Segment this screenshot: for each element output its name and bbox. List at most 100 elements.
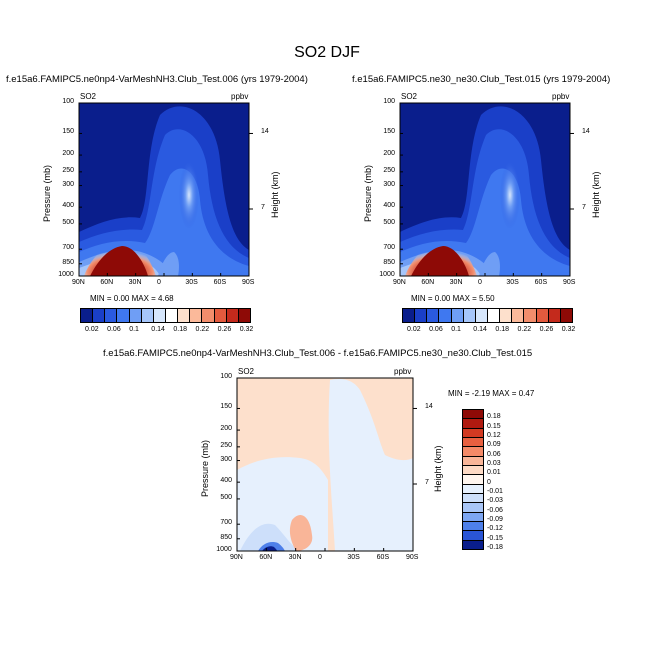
- x-tick-label: 0: [478, 279, 482, 286]
- x-tick-label: 60N: [259, 554, 273, 561]
- diff-colorbar-label: -0.18: [487, 544, 503, 551]
- y-tick-label: 850: [62, 258, 75, 266]
- panel1-heatmap: [79, 103, 249, 276]
- y-tick-label: 100: [220, 373, 233, 380]
- diff-colorbar-label: -0.01: [487, 488, 503, 495]
- y-tick-label: 1000: [379, 271, 395, 278]
- axes-layer: [78, 102, 574, 552]
- y-tick-label: 850: [220, 533, 233, 541]
- x-tick-label: 90S: [563, 279, 576, 286]
- y2-tick-label: 7: [425, 479, 429, 486]
- diff-title: f.e15a6.FAMIPC5.ne0np4-VarMeshNH3.Club_T…: [103, 348, 533, 359]
- y-tick-label: 100: [62, 98, 75, 105]
- y-tick-label: 200: [383, 150, 396, 158]
- x-tick-label: 60N: [421, 279, 435, 286]
- x-tick-label: 30N: [449, 279, 463, 286]
- y2-tick-label: 7: [582, 204, 586, 211]
- x-tick-label: 0: [318, 554, 322, 561]
- colorbar-label: 0.22: [517, 326, 532, 333]
- diff-heatmap: [237, 378, 413, 551]
- y2-tick-label: 14: [425, 403, 433, 411]
- y-tick-label: 500: [220, 493, 233, 501]
- diff-y-axis-label: Pressure (mb): [200, 439, 210, 497]
- diff-units-label: ppbv: [394, 367, 412, 376]
- y-tick-label: 400: [62, 202, 75, 210]
- colorbar-label: 0.26: [217, 326, 232, 333]
- colorbar-label: 0.14: [151, 326, 165, 333]
- y2-tick-label: 14: [582, 128, 590, 136]
- y2-tick-label: 14: [261, 128, 269, 136]
- y-tick-label: 150: [383, 128, 396, 136]
- y-tick-label: 500: [383, 218, 396, 226]
- x-tick-label: 90S: [406, 554, 419, 561]
- x-tick-label: 60S: [376, 554, 390, 561]
- y-tick-label: 400: [383, 202, 396, 210]
- panel2-heatmap: [400, 103, 570, 276]
- y-tick-label: 850: [383, 258, 396, 266]
- diff-var-label: SO2: [238, 367, 255, 376]
- diff-minmax: MIN = -2.19 MAX = 0.47: [448, 389, 535, 398]
- diff-colorbar-label: 0.09: [487, 441, 501, 449]
- colorbar-cell: [152, 308, 166, 323]
- colorbar-label: 0.26: [539, 326, 554, 333]
- y-tick-label: 100: [383, 98, 396, 105]
- panel2-minmax: MIN = 0.00 MAX = 5.50: [411, 294, 495, 303]
- x-tick-label: 60N: [100, 279, 114, 286]
- y-tick-label: 300: [383, 180, 396, 188]
- diff-colorbar-label: 0.15: [487, 422, 501, 430]
- x-tick-label: 60S: [213, 279, 227, 286]
- colorbar-label: 0.22: [195, 326, 210, 333]
- y-tick-label: 250: [62, 166, 75, 174]
- panel2-y-axis-label: Pressure (mb): [363, 164, 373, 222]
- panel2-case-title: f.e15a6.FAMIPC5.ne30_ne30.Club_Test.015 …: [352, 74, 611, 85]
- y-tick-label: 250: [383, 166, 396, 174]
- y-tick-label: 700: [62, 244, 75, 252]
- y-tick-label: 700: [220, 519, 233, 527]
- diff-colorbar-label: 0.06: [487, 450, 501, 458]
- x-tick-label: 30S: [347, 554, 360, 561]
- panel1-units-label: ppbv: [231, 92, 249, 101]
- y-tick-label: 200: [62, 150, 75, 158]
- x-tick-label: 90N: [230, 554, 243, 561]
- colorbar-label: 0.1: [451, 326, 461, 333]
- figure-title: SO2 DJF: [294, 44, 360, 61]
- y-tick-label: 400: [220, 477, 233, 485]
- panel2-var-label: SO2: [401, 92, 418, 101]
- x-tick-label: 30S: [185, 279, 198, 286]
- diff-colorbar-label: -0.09: [487, 516, 503, 523]
- x-tick-label: 30S: [506, 279, 519, 286]
- diff-colorbar-label: 0.03: [487, 460, 501, 467]
- y-tick-label: 250: [220, 441, 233, 449]
- y-tick-label: 1000: [216, 546, 232, 553]
- panel1-minmax: MIN = 0.00 MAX = 4.68: [90, 294, 174, 303]
- colorbar-label: 0.06: [107, 326, 121, 333]
- colorbar-label: 0.14: [473, 326, 487, 333]
- panel2-y2-axis-label: Height (km): [591, 171, 601, 218]
- diff-colorbar-cell: [462, 539, 484, 550]
- colorbar-label: 0.1: [129, 326, 139, 333]
- y-tick-label: 500: [62, 218, 75, 226]
- diff-colorbar-label: -0.03: [487, 497, 503, 505]
- y-tick-label: 200: [220, 425, 233, 433]
- diff-colorbar-label: 0: [487, 478, 491, 486]
- diff-colorbar-label: -0.06: [487, 506, 503, 514]
- colorbar-label: 0.02: [407, 326, 421, 333]
- x-tick-label: 90N: [393, 279, 406, 286]
- diff-y2-axis-label: Height (km): [433, 445, 443, 492]
- diff-colorbar-label: -0.15: [487, 534, 503, 542]
- colorbar-label: 0.06: [429, 326, 443, 333]
- colorbar-label: 0.18: [173, 326, 188, 333]
- colorbar-label: 0.32: [561, 326, 576, 333]
- x-tick-label: 30N: [128, 279, 142, 286]
- x-tick-label: 90S: [242, 279, 255, 286]
- panel2-units-label: ppbv: [552, 92, 570, 101]
- colorbar-cell: [237, 308, 251, 323]
- colorbar-cell: [474, 308, 488, 323]
- diff-colorbar-label: 0.18: [487, 413, 501, 421]
- x-tick-label: 90N: [72, 279, 85, 286]
- y2-tick-label: 7: [261, 204, 265, 211]
- x-tick-label: 30N: [288, 554, 302, 561]
- y-tick-label: 700: [383, 244, 396, 252]
- diff-colorbar-label: -0.12: [487, 525, 503, 533]
